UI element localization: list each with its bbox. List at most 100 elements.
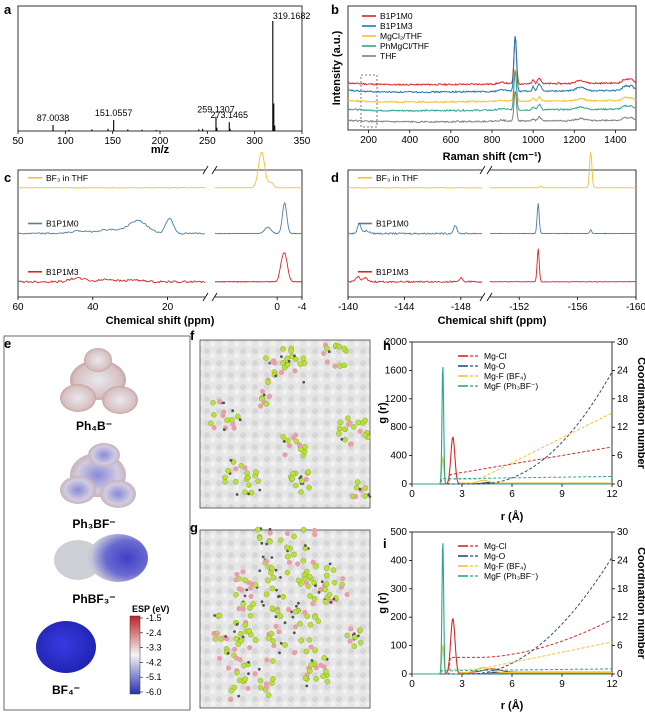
- md-atom: [250, 601, 256, 607]
- md-atom: [313, 563, 319, 569]
- md-atom: [260, 541, 264, 545]
- tick-label: -160: [626, 302, 645, 313]
- tick-label: 18: [617, 394, 629, 405]
- tick-label: 600: [443, 135, 460, 146]
- tick-label: 3: [459, 679, 465, 690]
- axis-break-mark: [479, 165, 486, 175]
- md-atom: [304, 580, 310, 586]
- md-atom: [290, 471, 296, 477]
- md-atom: [279, 641, 283, 645]
- md-atom: [265, 692, 272, 698]
- md-atom: [323, 668, 329, 675]
- md-atom: [292, 368, 298, 374]
- nmr-series-left: [347, 275, 483, 284]
- tick-label: -152: [509, 302, 529, 313]
- md-atom: [288, 347, 294, 354]
- legend-label: B1P1M0: [376, 219, 409, 229]
- tick-label: 100: [57, 136, 74, 147]
- md-atom: [263, 401, 270, 407]
- panel-label-g: g: [190, 520, 198, 535]
- md-atom: [233, 466, 239, 472]
- md-atom: [297, 361, 304, 367]
- tick-label: 3: [459, 489, 465, 500]
- tick-label: -4: [298, 302, 307, 313]
- md-atom: [312, 614, 318, 620]
- tick-label: 12: [606, 489, 618, 500]
- tick-label: 0: [409, 679, 415, 690]
- md-atom: [243, 594, 247, 598]
- tick-label: 0: [409, 489, 415, 500]
- md-atom: [258, 488, 262, 492]
- legend-label: Mg-Cl: [484, 541, 507, 551]
- md-atom: [295, 561, 301, 567]
- md-atom: [268, 630, 275, 637]
- md-atom: [210, 399, 216, 406]
- tick-label: 60: [12, 302, 24, 313]
- panel-label-h: h: [383, 338, 391, 353]
- md-atom: [257, 677, 264, 684]
- raman-series-line: [347, 91, 637, 124]
- legend-label: Mg-F (BF₄): [484, 371, 526, 381]
- rdf-curve: [412, 543, 612, 675]
- chart-c: BF₃ in THF B1P1M0 B1P1M3 60 40 20 0 -4 Chemical…: [12, 151, 307, 327]
- md-atom: [225, 665, 232, 671]
- panel-label-c: c: [4, 170, 11, 185]
- colorbar-tick-label: -6.0: [146, 687, 162, 697]
- md-atom: [347, 441, 354, 447]
- md-atom: [270, 556, 274, 559]
- md-atom: [307, 622, 314, 628]
- md-atom: [314, 584, 317, 588]
- tick-label: 9: [559, 679, 565, 690]
- coordination-curve: [412, 668, 612, 675]
- md-atom: [331, 579, 338, 586]
- md-atom: [216, 612, 223, 619]
- md-atom: [269, 605, 276, 611]
- md-atom: [241, 635, 245, 639]
- chart-b-series: [347, 35, 637, 124]
- md-atom: [242, 622, 249, 628]
- md-atom: [362, 417, 368, 424]
- md-atom: [278, 651, 281, 655]
- md-atom: [305, 684, 309, 688]
- md-atom: [306, 668, 313, 674]
- md-atom: [282, 642, 288, 648]
- colorbar-tick-label: -4.2: [146, 657, 162, 667]
- legend-label: Mg-F (BF₄): [484, 561, 526, 571]
- md-atom: [344, 632, 351, 639]
- esp-colorbar-title: ESP (eV): [132, 604, 169, 614]
- md-atom: [318, 586, 324, 593]
- md-atom: [362, 432, 368, 439]
- tick-label: 9: [559, 489, 565, 500]
- md-atom: [234, 413, 241, 420]
- chart-h-series: [412, 367, 613, 485]
- md-atom: [285, 437, 291, 444]
- md-atom: [258, 569, 262, 573]
- md-atom: [324, 572, 330, 579]
- md-snapshot-g: [199, 526, 371, 709]
- md-atom: [310, 601, 316, 607]
- chart-a-xticks: 50 100 150 200 250 300 350: [12, 131, 311, 147]
- md-atom: [274, 568, 278, 572]
- md-atom: [304, 613, 311, 620]
- md-atom: [253, 469, 259, 476]
- md-atom: [277, 537, 284, 543]
- nmr-series-right: [215, 252, 303, 283]
- md-atom: [255, 526, 261, 533]
- molecule-phbf3-surface: [54, 534, 148, 582]
- md-atom: [269, 565, 275, 572]
- md-atom: [286, 559, 293, 566]
- axis-break-mark: [479, 292, 486, 302]
- colorbar-tick-label: -2.4: [146, 628, 162, 638]
- md-atom: [315, 618, 322, 624]
- legend-label: MgF (Ph₃BF⁻): [484, 381, 538, 391]
- legend-label: BF₃ in THF: [46, 173, 88, 183]
- md-atom: [302, 380, 306, 384]
- axis-break-mark: [211, 292, 218, 302]
- tick-label: 300: [246, 136, 263, 147]
- md-atom: [255, 478, 261, 484]
- md-atom: [310, 659, 314, 662]
